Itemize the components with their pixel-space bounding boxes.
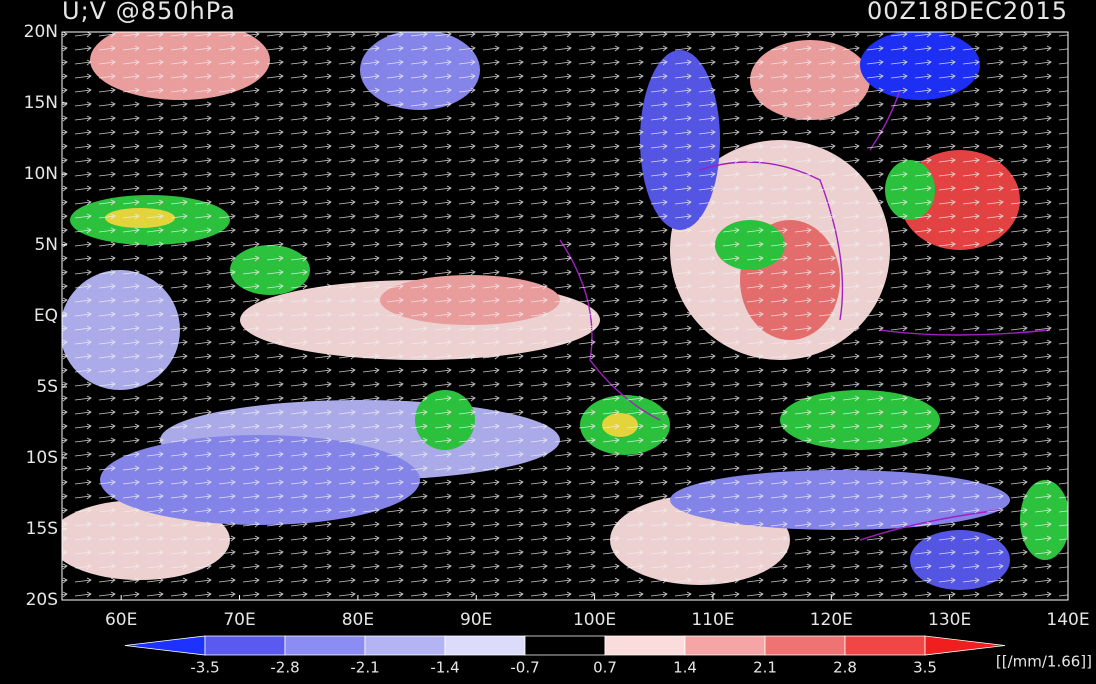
lat-label: 10N — [24, 164, 58, 184]
colorbar-label: 2.8 — [833, 659, 857, 677]
title: U;V @850hPa — [62, 0, 236, 25]
colorbar-label: -3.5 — [190, 659, 219, 677]
colorbar-segment — [284, 635, 366, 656]
lat-label: 20N — [24, 22, 58, 42]
colorbar-label: -0.7 — [510, 659, 539, 677]
colorbar-segment — [444, 635, 526, 656]
lon-label: 100E — [573, 610, 616, 630]
colorbar-segment — [684, 635, 766, 656]
lon-label: 140E — [1046, 610, 1089, 630]
lon-label: 60E — [105, 610, 137, 630]
colorbar-segment — [124, 635, 206, 656]
lat-label: 5N — [34, 235, 58, 255]
colorbar-segment — [524, 635, 606, 656]
colorbar-segment — [924, 635, 1006, 656]
lon-label: 120E — [810, 610, 853, 630]
lon-label: 80E — [342, 610, 374, 630]
colorbar-label: 3.5 — [913, 659, 937, 677]
lon-label: 90E — [460, 610, 492, 630]
lat-label: 10S — [26, 448, 58, 468]
colorbar-label: -1.4 — [430, 659, 459, 677]
map-field — [62, 32, 1068, 600]
timestamp: 00Z18DEC2015 — [867, 0, 1068, 25]
colorbar-segment — [604, 635, 686, 656]
colorbar-label: 1.4 — [673, 659, 697, 677]
lon-label: 70E — [223, 610, 255, 630]
colorbar-label: -2.8 — [270, 659, 299, 677]
lat-label: 20S — [26, 590, 58, 610]
lat-label: EQ — [34, 306, 58, 326]
lat-label: 5S — [36, 377, 58, 397]
colorbar-segment — [764, 635, 846, 656]
colorbar-label: 2.1 — [753, 659, 777, 677]
colorbar-segment — [204, 635, 286, 656]
colorbar-label: -2.1 — [350, 659, 379, 677]
lat-label: 15N — [24, 93, 58, 113]
lat-label: 15S — [26, 519, 58, 539]
colorbar-segment — [364, 635, 446, 656]
colorbar-segment — [844, 635, 926, 656]
lon-label: 130E — [928, 610, 971, 630]
lon-label: 110E — [691, 610, 734, 630]
colorbar-units: [[/mm/1.66]] — [996, 653, 1092, 671]
colorbar-label: 0.7 — [593, 659, 617, 677]
